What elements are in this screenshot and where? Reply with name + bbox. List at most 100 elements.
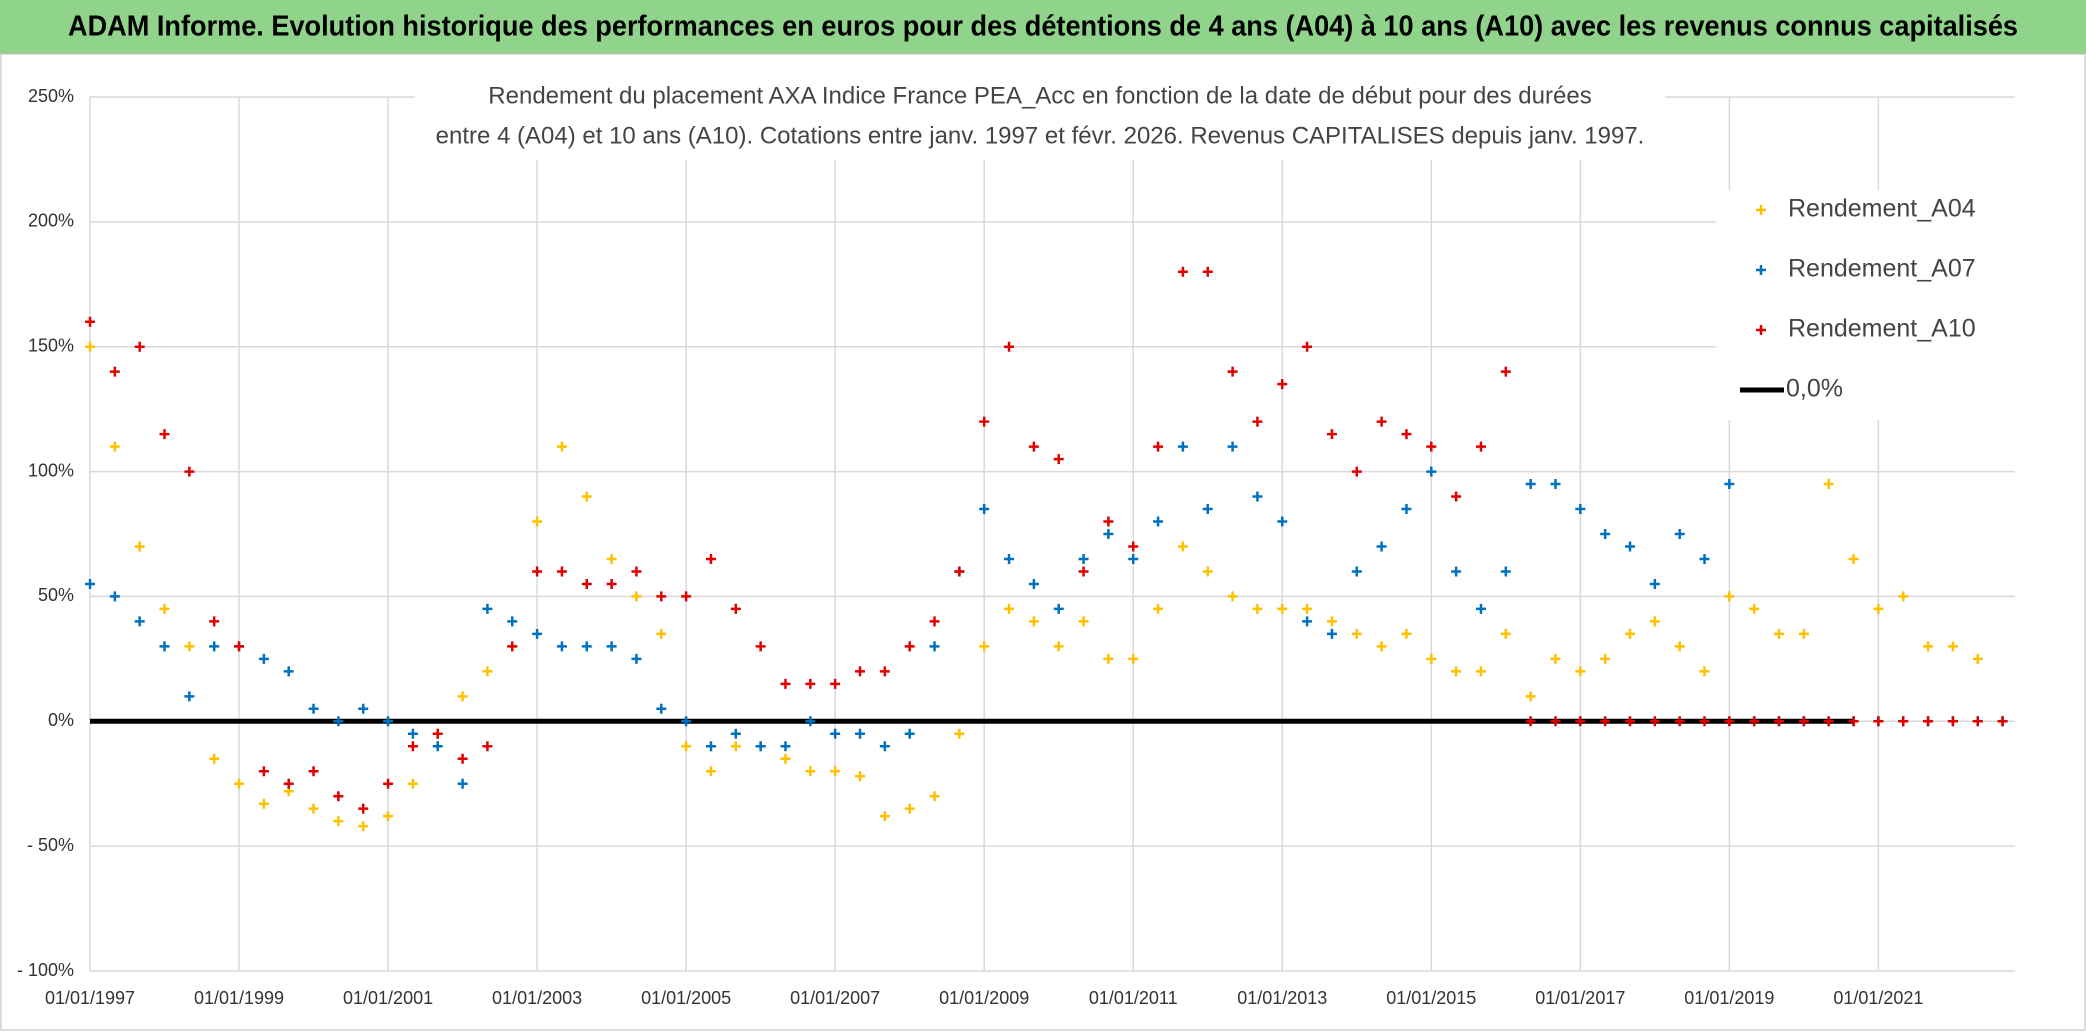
point [705, 553, 716, 564]
point [1426, 466, 1437, 477]
point [1351, 466, 1362, 477]
point [656, 628, 667, 639]
point [1625, 541, 1635, 552]
point [258, 766, 269, 777]
point [1475, 441, 1486, 452]
point [830, 766, 841, 777]
point [1525, 691, 1536, 702]
point [705, 766, 716, 777]
x-tick-label: 01/01/2019 [1684, 988, 1774, 1008]
point [1401, 628, 1412, 639]
point [556, 566, 567, 577]
point [1103, 653, 1114, 664]
point [979, 416, 990, 427]
point [283, 778, 294, 789]
point [109, 441, 120, 452]
point [855, 771, 865, 782]
point [1724, 591, 1735, 602]
point [432, 728, 443, 739]
point [1277, 603, 1288, 614]
point [1972, 716, 1983, 727]
point [1078, 566, 1089, 577]
y-tick-label: - 100% [17, 960, 74, 980]
point [1873, 603, 1884, 614]
x-tick-label: 01/01/2009 [939, 988, 1029, 1008]
point [209, 641, 220, 652]
point [482, 603, 493, 614]
point [1177, 266, 1188, 277]
point [1103, 516, 1114, 527]
point [134, 616, 145, 627]
point [1674, 716, 1685, 727]
point [1575, 716, 1586, 727]
point [1525, 716, 1536, 727]
y-tick-label: 100% [28, 460, 74, 480]
chart-title: ADAM Informe. Evolution historique des p… [68, 11, 2018, 43]
point [1451, 666, 1462, 677]
point [482, 741, 493, 752]
point [482, 666, 493, 677]
point [507, 616, 518, 627]
point [1625, 628, 1635, 639]
point [830, 678, 841, 689]
point [1873, 716, 1884, 727]
point [904, 641, 915, 652]
point [383, 716, 394, 727]
point [879, 811, 890, 822]
point [1153, 516, 1164, 527]
point [159, 429, 170, 440]
chart-subtitle: Rendement du placement AXA Indice France… [488, 82, 1591, 109]
point [234, 778, 245, 789]
legend-key [1756, 265, 1766, 275]
point [556, 441, 567, 452]
point [532, 516, 543, 527]
point [1177, 541, 1188, 552]
point [1004, 553, 1015, 564]
point [1798, 716, 1809, 727]
point [1600, 716, 1611, 727]
point [358, 821, 369, 832]
point [383, 811, 394, 822]
point [1426, 653, 1437, 664]
x-tick-label: 01/01/2001 [343, 988, 433, 1008]
point [383, 778, 394, 789]
point [1153, 603, 1164, 614]
point [1326, 429, 1337, 440]
series [85, 341, 2008, 832]
title-bar [0, 0, 2086, 54]
point [134, 541, 145, 552]
point [1649, 616, 1660, 627]
point [258, 798, 269, 809]
point [1004, 603, 1015, 614]
point [1252, 491, 1263, 502]
point [879, 741, 890, 752]
point [1823, 479, 1834, 490]
point [1302, 616, 1313, 627]
point [407, 778, 418, 789]
legend-key [1756, 325, 1766, 335]
point [1103, 529, 1114, 539]
point [159, 603, 170, 614]
point [1475, 603, 1486, 614]
point [755, 741, 766, 752]
point [1451, 566, 1462, 577]
point [1227, 441, 1238, 452]
point [1699, 553, 1710, 564]
point [1649, 578, 1660, 589]
point [929, 616, 940, 627]
point [1326, 616, 1337, 627]
point [606, 578, 617, 589]
subtitle-bg [415, 76, 1665, 160]
point [1898, 716, 1909, 727]
point [1823, 716, 1834, 727]
point [358, 803, 369, 814]
point [1078, 553, 1089, 564]
point [1202, 504, 1213, 515]
x-tick-label: 01/01/1999 [194, 988, 284, 1008]
point [1575, 504, 1586, 515]
point [308, 766, 319, 777]
legend-label: Rendement_A04 [1788, 195, 1976, 223]
point [656, 591, 667, 602]
point [1947, 716, 1958, 727]
